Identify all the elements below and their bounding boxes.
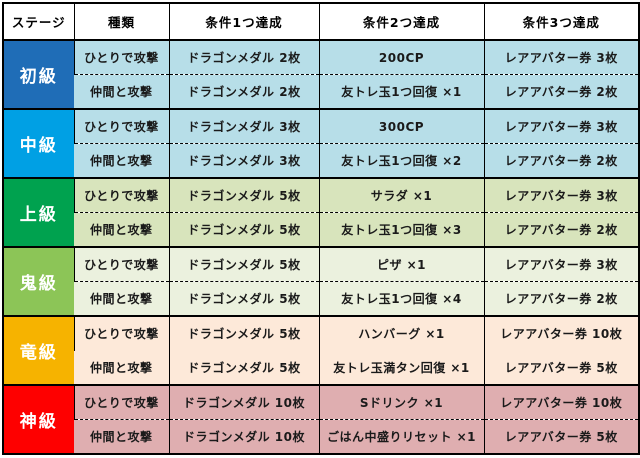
attack-type-cell: ひとりで攻撃 <box>73 247 169 282</box>
attack-type-cell: 仲間と攻撃 <box>74 419 169 455</box>
condition1-reward-cell: ドラゴンメダル 5枚 <box>168 350 319 386</box>
condition3-reward-cell: レアアバター券 5枚 <box>483 419 639 455</box>
attack-type-cell: 仲間と攻撃 <box>74 143 169 179</box>
table-row: 仲間と攻撃 ドラゴンメダル 5枚 友トレ玉満タン回復 ×1 レアアバター券 5枚 <box>3 350 639 386</box>
attack-type-cell: 仲間と攻撃 <box>74 74 169 110</box>
table-row: 上級 ひとりで攻撃 ドラゴンメダル 5枚 サラダ ×1 レアアバター券 3枚 <box>3 178 639 248</box>
condition2-reward-cell: 300CP <box>318 109 484 144</box>
condition3-reward-cell: レアアバター券 10枚 <box>483 316 639 351</box>
stage-cell: 竜級 <box>3 316 74 386</box>
condition2-reward-cell: 友トレ玉満タン回復 ×1 <box>318 350 484 386</box>
condition3-reward-cell: レアアバター券 5枚 <box>483 350 639 386</box>
table-row: 竜級 ひとりで攻撃 ドラゴンメダル 5枚 ハンバーグ ×1 レアアバター券 10… <box>3 316 639 386</box>
table-row: 鬼級 ひとりで攻撃 ドラゴンメダル 5枚 ピザ ×1 レアアバター券 3枚 <box>3 247 639 317</box>
condition3-reward-cell: レアアバター券 3枚 <box>483 40 639 75</box>
table-row: 神級 ひとりで攻撃 ドラゴンメダル 10枚 Sドリンク ×1 レアアバター券 1… <box>3 385 639 455</box>
condition1-reward-cell: ドラゴンメダル 5枚 <box>168 247 319 282</box>
condition2-reward-cell: サラダ ×1 <box>318 178 484 213</box>
attack-type-cell: 仲間と攻撃 <box>74 212 169 248</box>
table-row: 仲間と攻撃 ドラゴンメダル 5枚 友トレ玉1つ回復 ×3 レアアバター券 2枚 <box>3 212 639 248</box>
condition2-reward-cell: 友トレ玉1つ回復 ×3 <box>318 212 484 248</box>
condition1-reward-cell: ドラゴンメダル 2枚 <box>168 74 319 110</box>
table-header-row: ステージ 種類 条件1つ達成 条件2つ達成 条件3つ達成 <box>3 3 639 41</box>
stage-cell: 神級 <box>3 385 74 455</box>
column-header: ステージ <box>3 3 74 41</box>
condition2-reward-cell: ごはん中盛りリセット ×1 <box>318 419 484 455</box>
condition1-reward-cell: ドラゴンメダル 10枚 <box>168 419 319 455</box>
column-header: 種類 <box>73 3 169 41</box>
condition3-reward-cell: レアアバター券 3枚 <box>483 178 639 213</box>
condition2-reward-cell: Sドリンク ×1 <box>318 385 484 420</box>
condition3-reward-cell: レアアバター券 2枚 <box>483 143 639 179</box>
condition1-reward-cell: ドラゴンメダル 3枚 <box>168 143 319 179</box>
table-row: 仲間と攻撃 ドラゴンメダル 10枚 ごはん中盛りリセット ×1 レアアバター券 … <box>3 419 639 455</box>
condition3-reward-cell: レアアバター券 3枚 <box>483 109 639 144</box>
stage-cell: 鬼級 <box>3 247 74 317</box>
condition3-reward-cell: レアアバター券 2枚 <box>483 212 639 248</box>
table-row: 仲間と攻撃 ドラゴンメダル 3枚 友トレ玉1つ回復 ×2 レアアバター券 2枚 <box>3 143 639 179</box>
attack-type-cell: 仲間と攻撃 <box>74 281 169 317</box>
column-header: 条件3つ達成 <box>483 3 639 41</box>
stage-cell: 上級 <box>3 178 74 248</box>
attack-type-cell: ひとりで攻撃 <box>73 109 169 144</box>
condition1-reward-cell: ドラゴンメダル 3枚 <box>168 109 319 144</box>
condition1-reward-cell: ドラゴンメダル 5枚 <box>168 212 319 248</box>
condition1-reward-cell: ドラゴンメダル 2枚 <box>168 40 319 75</box>
stage-cell: 中級 <box>3 109 74 179</box>
table-row: 仲間と攻撃 ドラゴンメダル 5枚 友トレ玉1つ回復 ×4 レアアバター券 2枚 <box>3 281 639 317</box>
column-header: 条件2つ達成 <box>318 3 484 41</box>
column-header: 条件1つ達成 <box>168 3 319 41</box>
attack-type-cell: ひとりで攻撃 <box>73 40 169 75</box>
stage-cell: 初級 <box>3 40 74 110</box>
condition2-reward-cell: 友トレ玉1つ回復 ×1 <box>318 74 484 110</box>
condition1-reward-cell: ドラゴンメダル 5枚 <box>168 281 319 317</box>
table-row: 初級 ひとりで攻撃 ドラゴンメダル 2枚 200CP レアアバター券 3枚 <box>3 40 639 110</box>
attack-type-cell: ひとりで攻撃 <box>73 178 169 213</box>
condition1-reward-cell: ドラゴンメダル 5枚 <box>168 316 319 351</box>
attack-type-cell: ひとりで攻撃 <box>73 385 169 420</box>
condition1-reward-cell: ドラゴンメダル 10枚 <box>168 385 319 420</box>
condition2-reward-cell: 200CP <box>318 40 484 75</box>
condition2-reward-cell: ピザ ×1 <box>318 247 484 282</box>
condition2-reward-cell: 友トレ玉1つ回復 ×4 <box>318 281 484 317</box>
table-row: 中級 ひとりで攻撃 ドラゴンメダル 3枚 300CP レアアバター券 3枚 <box>3 109 639 179</box>
condition3-reward-cell: レアアバター券 2枚 <box>483 74 639 110</box>
condition1-reward-cell: ドラゴンメダル 5枚 <box>168 178 319 213</box>
attack-type-cell: ひとりで攻撃 <box>73 316 169 351</box>
condition3-reward-cell: レアアバター券 3枚 <box>483 247 639 282</box>
table-row: 仲間と攻撃 ドラゴンメダル 2枚 友トレ玉1つ回復 ×1 レアアバター券 2枚 <box>3 74 639 110</box>
condition3-reward-cell: レアアバター券 10枚 <box>483 385 639 420</box>
condition2-reward-cell: 友トレ玉1つ回復 ×2 <box>318 143 484 179</box>
attack-type-cell: 仲間と攻撃 <box>74 350 169 386</box>
condition2-reward-cell: ハンバーグ ×1 <box>318 316 484 351</box>
condition3-reward-cell: レアアバター券 2枚 <box>483 281 639 317</box>
